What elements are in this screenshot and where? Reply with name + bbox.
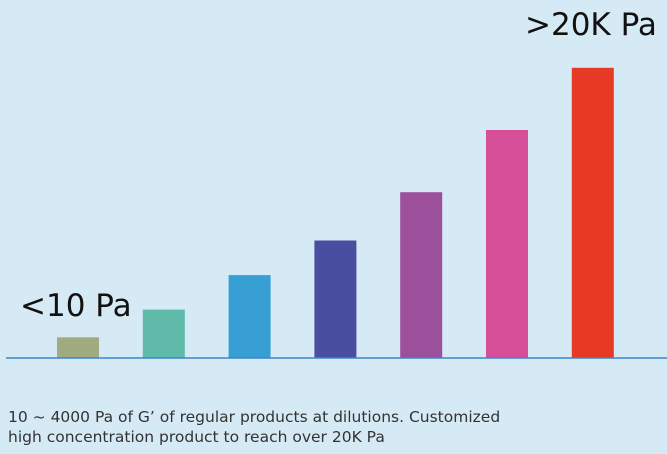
bar-5: [400, 192, 443, 358]
min-value-annotation: <10 Pa: [20, 288, 132, 324]
bar-6: [486, 130, 528, 358]
bar-4: [314, 240, 357, 358]
chart-caption: 10 ~ 4000 Pa of G’ of regular products a…: [8, 407, 628, 447]
bar-chart: [6, 67, 667, 359]
bar-3: [228, 275, 271, 358]
bar-1: [57, 337, 99, 358]
caption-line-1: 10 ~ 4000 Pa of G’ of regular products a…: [8, 408, 501, 426]
bar-2: [142, 309, 185, 358]
caption-line-2: high concentration product to reach over…: [8, 428, 385, 446]
bar-7: [571, 67, 614, 359]
bars-group: [57, 67, 614, 359]
max-value-annotation: >20K Pa: [525, 7, 657, 43]
